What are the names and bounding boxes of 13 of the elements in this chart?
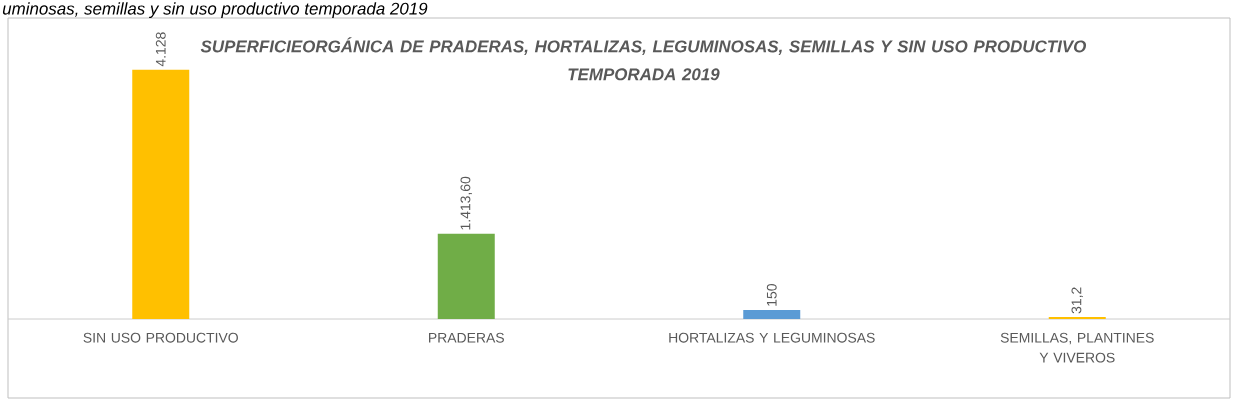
data-label: 150 — [766, 284, 777, 306]
data-label: 1.413,60 — [460, 176, 473, 230]
data-label: 31,2 — [1071, 287, 1084, 314]
chart-title: SUPERFICIEORGÁNICA DE PRADERAS, HORTALIZAS, LEGUMINOSAS, SEMILLAS Y SIN USO PRODUCTIVO TEMPORADA 2019 — [200, 37, 1087, 81]
x-tick-label: SIN USO PRODUCTIVO — [83, 332, 238, 343]
bar — [437, 233, 495, 319]
bar — [132, 69, 190, 319]
x-tick-label: HORTALIZAS Y LEGUMINOSAS — [669, 332, 875, 343]
bar — [743, 309, 801, 319]
data-label: 4.128 — [155, 32, 166, 67]
x-tick-label: PRADERAS — [429, 332, 504, 343]
text: uminosas, semillas y sin uso productivo temporada 2019 — [2, 2, 428, 18]
x-tick-label: SEMILLAS, PLANTINES Y VIVEROS — [1000, 332, 1154, 363]
